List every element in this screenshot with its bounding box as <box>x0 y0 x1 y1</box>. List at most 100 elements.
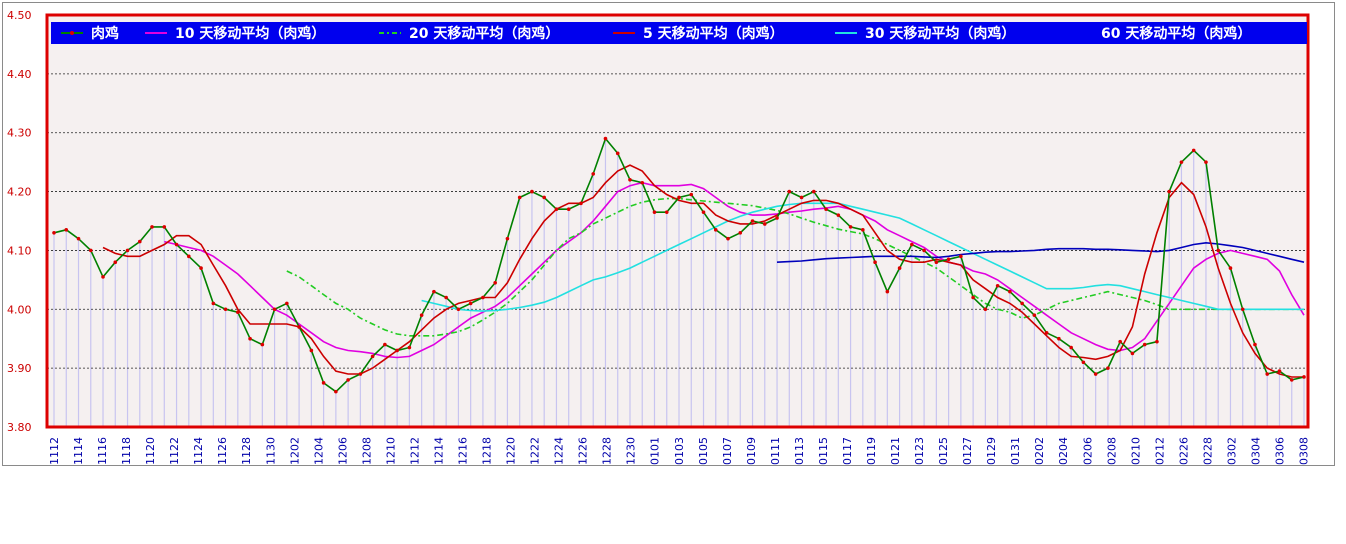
data-point <box>334 389 338 394</box>
data-point <box>677 195 681 200</box>
data-point <box>861 228 865 232</box>
data-point <box>1155 339 1159 344</box>
x-tick-label: 1118 <box>120 437 133 465</box>
legend-label: 肉鸡 <box>91 25 119 42</box>
data-point <box>260 342 265 347</box>
data-point <box>1204 160 1208 164</box>
data-point <box>211 301 216 306</box>
data-point <box>1069 345 1073 350</box>
x-tick-label: 1204 <box>312 437 325 465</box>
y-tick-label: 3.80 <box>7 421 32 434</box>
data-point <box>505 236 510 241</box>
data-point <box>836 213 841 217</box>
data-point <box>824 207 828 212</box>
x-tick-label: 0101 <box>649 437 662 465</box>
y-tick-label: 4.20 <box>7 186 32 199</box>
data-point <box>1302 375 1306 379</box>
x-tick-label: 1122 <box>168 437 181 465</box>
data-point <box>1081 360 1086 365</box>
series-lines <box>52 136 1306 394</box>
data-point <box>1142 342 1147 347</box>
x-tick-label: 0306 <box>1274 437 1287 465</box>
price-chart: 3.803.904.004.104.204.304.404.50 1112 111… <box>7 9 1311 465</box>
x-tick-label: 0131 <box>1009 437 1022 465</box>
data-point <box>187 254 191 259</box>
legend-label: 10 天移动平均（肉鸡） <box>175 25 325 42</box>
data-point <box>971 295 975 300</box>
x-tick-label: 0127 <box>961 437 974 465</box>
data-point <box>910 242 914 247</box>
data-point <box>628 178 632 182</box>
data-point <box>1032 313 1037 317</box>
data-point <box>1057 336 1061 341</box>
data-point <box>150 225 154 229</box>
data-point <box>407 345 412 350</box>
data-point <box>738 230 743 235</box>
data-point <box>1130 351 1135 356</box>
data-point <box>750 219 755 223</box>
x-tick-label: 1220 <box>505 437 518 465</box>
data-point <box>174 242 179 247</box>
x-tick-label: 1114 <box>72 437 85 465</box>
x-tick-label: 0212 <box>1153 437 1166 465</box>
x-tick-label: 1112 <box>48 437 61 465</box>
data-point <box>419 313 424 317</box>
x-tick-label: 0115 <box>817 437 830 465</box>
x-tick-label: 0204 <box>1057 437 1070 465</box>
data-point <box>1044 331 1049 335</box>
data-point <box>101 275 105 279</box>
data-point <box>615 151 620 156</box>
data-point <box>1167 189 1171 194</box>
data-point <box>468 301 473 306</box>
data-point <box>554 207 559 212</box>
x-tick-label: 0103 <box>673 437 686 465</box>
data-point <box>897 266 902 270</box>
data-point <box>517 195 522 200</box>
x-tick-label: 0308 <box>1298 437 1311 465</box>
x-axis-ticks: 1112 1114 1116 1118 1120 1122 1124 1126 1128 1130… <box>48 437 1311 465</box>
data-point <box>285 301 289 306</box>
data-point <box>137 239 142 244</box>
data-point <box>689 192 694 197</box>
x-tick-label: 1202 <box>288 437 301 465</box>
x-tick-label: 0206 <box>1081 437 1094 465</box>
x-tick-label: 1130 <box>264 437 277 465</box>
data-point <box>432 289 436 294</box>
data-point <box>922 248 926 253</box>
data-point <box>652 210 657 214</box>
data-point <box>64 228 69 232</box>
x-tick-label: 1214 <box>433 437 446 465</box>
data-point <box>297 325 301 329</box>
data-point <box>113 260 118 265</box>
data-point <box>775 216 779 220</box>
x-tick-label: 1126 <box>216 437 229 465</box>
data-point <box>162 225 167 229</box>
data-point <box>762 222 767 226</box>
data-point <box>713 228 718 232</box>
data-point <box>640 180 645 185</box>
x-tick-label: 0119 <box>865 437 878 465</box>
data-point <box>236 310 240 315</box>
y-tick-label: 4.10 <box>7 244 32 257</box>
x-tick-label: 0302 <box>1225 437 1238 465</box>
data-point <box>76 236 81 241</box>
x-tick-label: 1230 <box>625 437 638 465</box>
data-point <box>603 136 608 141</box>
data-point <box>444 295 448 300</box>
data-point <box>946 257 951 262</box>
data-point <box>726 236 730 241</box>
x-tick-label: 1120 <box>144 437 157 465</box>
x-tick-label: 0121 <box>889 437 902 465</box>
volume-bars <box>53 138 1305 427</box>
data-point <box>579 201 583 206</box>
data-point <box>542 195 546 200</box>
data-point <box>1240 307 1245 312</box>
legend-label: 30 天移动平均（肉鸡） <box>865 25 1015 42</box>
data-point <box>309 348 314 353</box>
x-tick-label: 1218 <box>481 437 494 465</box>
data-point <box>873 260 877 265</box>
series-line <box>421 202 1304 312</box>
x-tick-label: 0107 <box>721 437 734 465</box>
data-point <box>88 248 93 253</box>
x-tick-label: 1216 <box>457 437 470 465</box>
